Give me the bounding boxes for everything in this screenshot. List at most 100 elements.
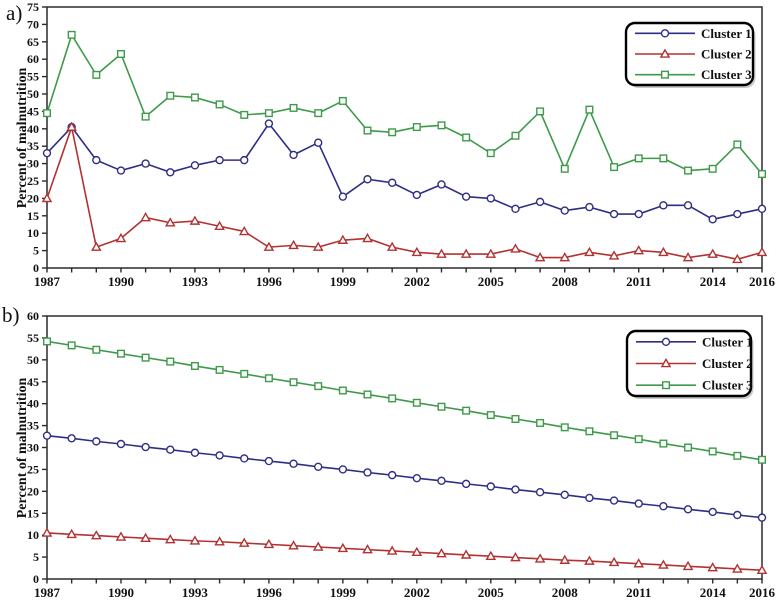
data-point-marker [115, 232, 127, 243]
data-point-marker [66, 528, 77, 539]
data-point-marker [337, 234, 349, 244]
data-point-marker [264, 456, 274, 466]
data-point-marker [534, 553, 546, 563]
data-point-marker [264, 374, 273, 383]
data-point-marker [659, 154, 668, 163]
data-point-marker [91, 241, 102, 251]
legend-swatch-marker [661, 337, 671, 347]
data-point-marker [166, 445, 175, 454]
data-point-marker [215, 451, 224, 460]
data-point-marker [511, 485, 520, 494]
data-point-marker [115, 531, 127, 541]
legend-swatch-marker [659, 48, 671, 58]
data-point-marker [658, 559, 669, 569]
data-point-marker [708, 164, 717, 173]
panel-b-chart: 0 5 10 15 20 25 30 35 40 45 50 55 60 1987 1990 1993 1996… [27, 309, 776, 600]
panel-a-y-axis-title: Percent of malnutrition [15, 67, 30, 209]
data-point-marker [263, 241, 275, 251]
x-tick-label: 2005 [478, 274, 505, 289]
data-point-marker [684, 166, 693, 175]
series-line [46, 122, 763, 221]
y-tick-label: 0 [33, 572, 39, 586]
x-tick-label: 1987 [34, 585, 61, 600]
data-point-marker [559, 554, 571, 564]
legend-label: Cluster 3 [701, 67, 752, 82]
data-point-marker [289, 459, 298, 468]
data-point-marker [386, 545, 398, 555]
x-tick-label: 2011 [626, 274, 651, 289]
data-point-marker [141, 159, 150, 168]
data-point-marker [388, 394, 397, 403]
data-point-marker [140, 532, 151, 543]
legend-swatch-marker [662, 381, 671, 390]
series-line [46, 34, 763, 175]
data-point-marker [116, 49, 125, 58]
legend-label: Cluster 2 [701, 47, 752, 62]
data-point-marker [757, 513, 767, 522]
series-cluster-3 [43, 30, 767, 179]
data-point-marker [536, 107, 545, 116]
x-tick-label: 1993 [182, 274, 209, 289]
data-point-marker [141, 353, 150, 362]
x-tick-label: 2005 [478, 585, 505, 600]
data-point-marker [66, 121, 77, 131]
series-cluster-2 [41, 527, 768, 575]
data-point-marker [289, 103, 298, 112]
data-point-marker [708, 507, 717, 517]
data-point-marker [190, 361, 199, 370]
data-point-marker [363, 390, 372, 399]
data-point-marker [510, 552, 521, 562]
data-point-marker [462, 406, 471, 415]
data-point-marker [338, 465, 348, 474]
data-point-marker [682, 560, 694, 571]
data-point-marker [560, 206, 569, 215]
data-point-marker [634, 499, 643, 508]
y-axis: 0 5 10 15 20 25 30 35 40 45 50 55 60 65 70 75 [27, 0, 47, 275]
data-point-marker [363, 468, 372, 477]
legend-label: Cluster 2 [702, 356, 753, 371]
data-point-marker [411, 546, 423, 557]
data-point-marker [585, 427, 594, 436]
x-tick-label: 1996 [256, 274, 283, 289]
data-point-marker [733, 209, 742, 219]
legend-item-cluster-3: Cluster 3 [636, 378, 753, 393]
data-point-marker [585, 202, 594, 212]
x-tick-label: 1999 [330, 274, 357, 289]
y-tick-label: 30 [27, 441, 39, 455]
x-tick-label: 1987 [34, 274, 61, 289]
data-point-marker [412, 190, 422, 200]
series-line [46, 532, 763, 572]
y-tick-label: 15 [27, 506, 39, 520]
data-point-marker [164, 217, 176, 227]
data-point-marker [386, 241, 398, 251]
x-tick-label: 2014 [700, 585, 727, 600]
y-tick-label: 20 [27, 484, 39, 498]
data-point-marker [41, 527, 53, 537]
x-tick-label: 1993 [182, 585, 209, 600]
x-tick-label: 2002 [404, 274, 430, 289]
data-point-marker [240, 369, 249, 378]
data-point-marker [707, 248, 718, 258]
data-point-marker [288, 540, 299, 550]
data-point-marker [264, 109, 273, 118]
data-point-marker [166, 91, 175, 100]
data-point-marker [585, 105, 594, 114]
data-point-marker [190, 448, 200, 457]
data-point-marker [461, 479, 471, 489]
data-point-marker [42, 431, 52, 440]
y-tick-label: 20 [27, 191, 39, 205]
y-tick-label: 45 [27, 375, 39, 389]
data-point-marker [140, 212, 151, 222]
legend-item-cluster-1: Cluster 1 [635, 26, 752, 41]
y-tick-label: 35 [27, 139, 39, 153]
legend: Cluster 1 Cluster 2 Cluster 3 [624, 21, 756, 88]
data-point-marker [585, 493, 594, 503]
data-point-marker [485, 248, 497, 258]
y-tick-label: 55 [27, 331, 39, 345]
data-point-marker [486, 194, 495, 203]
data-point-marker [733, 451, 742, 460]
y-tick-label: 70 [27, 17, 39, 31]
data-point-marker [707, 562, 718, 572]
